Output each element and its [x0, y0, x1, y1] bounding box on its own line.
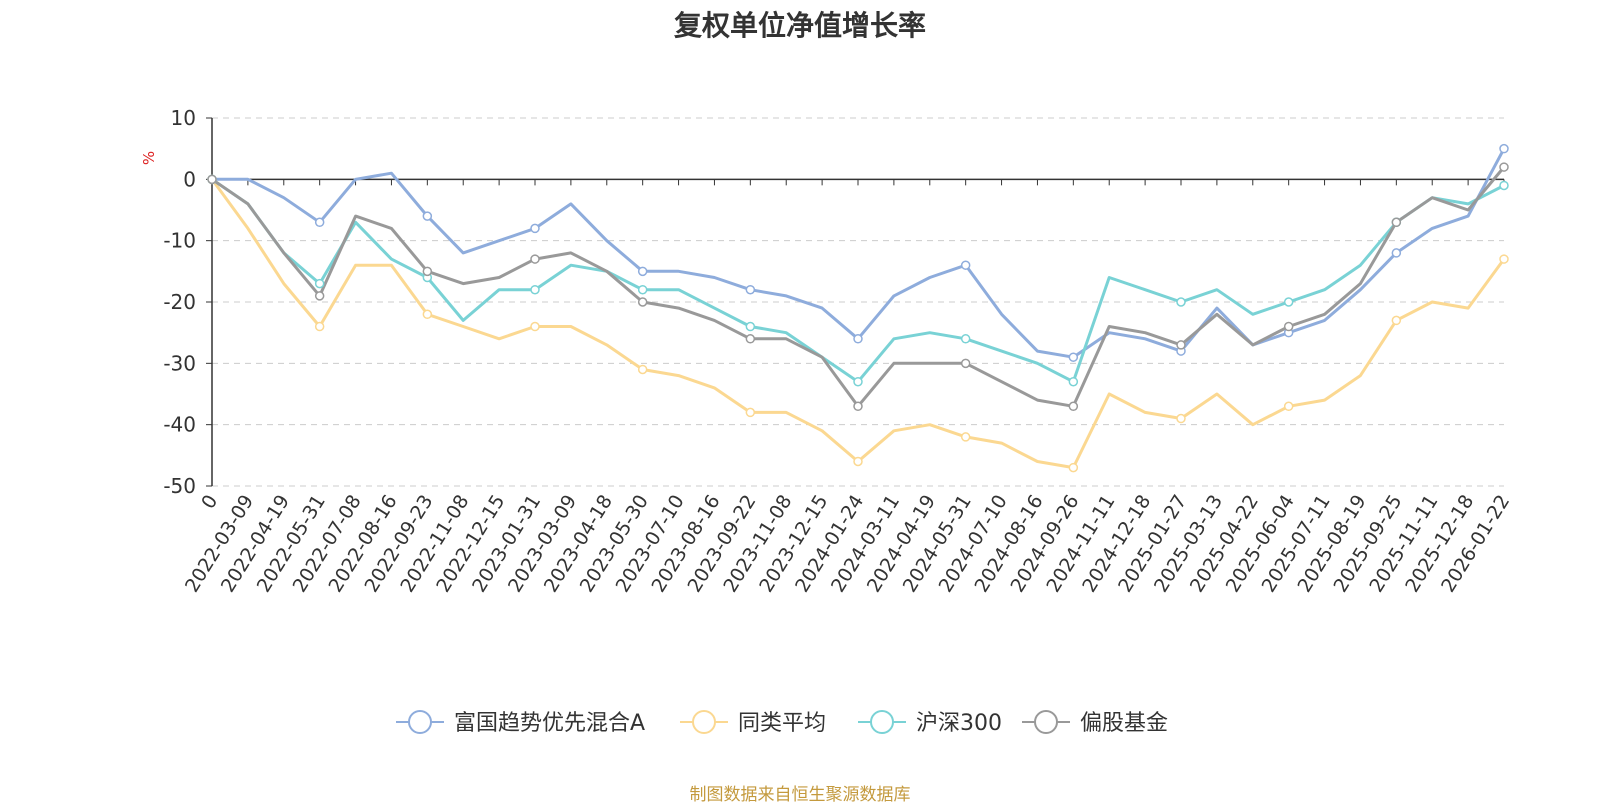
data-point-peer — [530, 321, 540, 332]
data-point-peer — [637, 364, 648, 375]
data-point-stock_fund — [1068, 401, 1079, 412]
data-point-stock_fund — [314, 291, 325, 301]
data-point-hs300 — [1176, 297, 1186, 307]
legend: 富国趋势优先混合A 同类平均 沪深300 偏股基金 — [396, 710, 1168, 736]
legend-item-hs300[interactable]: 沪深300 — [858, 710, 1002, 736]
series-markers — [207, 143, 1509, 473]
data-point-fund — [1068, 352, 1079, 362]
series-line-hs300 — [211, 178, 1505, 384]
data-point-hs300 — [853, 376, 863, 387]
data-point-hs300 — [637, 284, 648, 295]
legend-marker — [692, 710, 716, 734]
data-point-hs300 — [960, 334, 971, 344]
y-tick-label: -40 — [163, 413, 196, 437]
data-point-peer — [960, 432, 971, 442]
data-point-stock_fund — [530, 254, 540, 264]
y-tick-label: -20 — [163, 290, 196, 314]
data-point-stock_fund — [637, 297, 648, 307]
y-axis-unit: % — [140, 151, 158, 165]
legend-item-fund[interactable]: 富国趋势优先混合A — [396, 710, 645, 736]
data-point-peer — [1391, 315, 1402, 326]
data-point-stock_fund — [853, 401, 863, 412]
data-point-stock_fund — [1176, 340, 1186, 350]
data-point-stock_fund — [1391, 217, 1402, 228]
source-note: 制图数据来自恒生聚源数据库 — [689, 785, 911, 805]
legend-marker — [870, 710, 894, 734]
legend-label: 同类平均 — [738, 711, 826, 736]
data-point-fund — [314, 217, 325, 228]
y-tick-label: 0 — [183, 167, 196, 191]
legend-item-peer[interactable]: 同类平均 — [680, 710, 826, 736]
data-point-peer — [1176, 413, 1186, 424]
data-point-peer — [1068, 462, 1079, 473]
legend-marker — [1034, 710, 1058, 734]
series-line-peer — [210, 178, 1506, 470]
data-point-hs300 — [1499, 180, 1509, 191]
legend-marker — [408, 710, 432, 734]
y-tick-label: -10 — [163, 229, 196, 253]
data-point-stock_fund — [422, 266, 433, 277]
data-point-fund — [1391, 248, 1402, 258]
data-point-stock_fund — [1499, 162, 1509, 172]
data-point-hs300 — [1283, 297, 1294, 307]
data-point-stock_fund — [745, 334, 756, 344]
legend-label: 沪深300 — [916, 711, 1002, 736]
x-tick-label: 0 — [197, 491, 222, 513]
chart-title: 复权单位净值增长率 — [673, 9, 926, 42]
y-tick-label: -30 — [163, 351, 196, 375]
legend-item-stock_fund[interactable]: 偏股基金 — [1022, 710, 1168, 736]
y-tick-label: 10 — [171, 106, 196, 130]
data-point-fund — [530, 223, 540, 234]
data-point-peer — [1283, 401, 1294, 412]
data-point-peer — [1499, 254, 1509, 264]
data-point-stock_fund — [960, 358, 971, 369]
data-point-fund — [1499, 143, 1509, 154]
data-point-peer — [853, 456, 863, 467]
data-point-fund — [422, 211, 433, 221]
data-point-fund — [637, 266, 648, 277]
axes: 100-10-20-30-40-50%02022-03-092022-04-19… — [140, 106, 1514, 596]
data-point-hs300 — [1068, 376, 1079, 387]
data-point-fund — [853, 334, 863, 344]
data-point-fund — [745, 284, 756, 295]
data-point-hs300 — [530, 284, 540, 295]
legend-label: 偏股基金 — [1080, 711, 1168, 736]
data-point-stock_fund — [1283, 321, 1294, 332]
legend-label: 富国趋势优先混合A — [454, 711, 645, 736]
data-point-peer — [745, 407, 756, 418]
data-point-hs300 — [745, 321, 756, 332]
data-point-hs300 — [314, 278, 325, 289]
data-point-peer — [422, 309, 433, 320]
data-point-fund — [960, 260, 971, 270]
y-tick-label: -50 — [163, 474, 196, 498]
data-point-peer — [314, 321, 325, 332]
series-lines — [210, 147, 1506, 470]
grid-lines — [212, 117, 1504, 487]
data-point-stock_fund — [207, 174, 217, 185]
